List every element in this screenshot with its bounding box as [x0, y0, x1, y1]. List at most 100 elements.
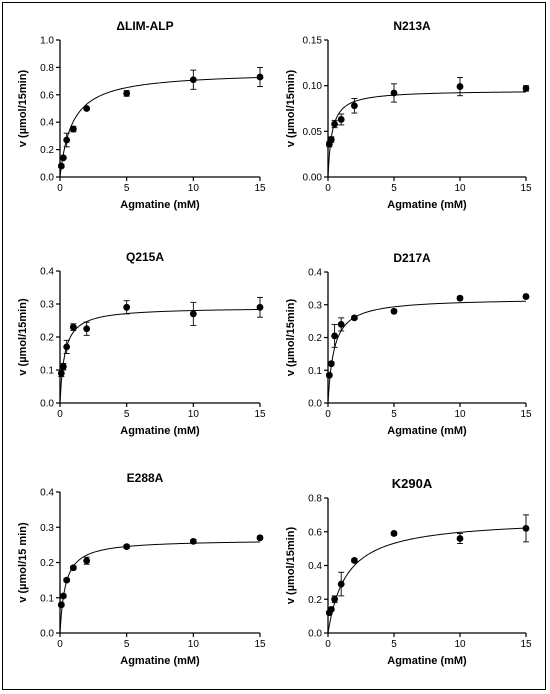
data-point	[123, 543, 131, 551]
data-point	[390, 89, 398, 97]
y-tick-label: 0.2	[40, 145, 54, 156]
fit-curve	[327, 91, 527, 178]
y-tick-label: 0.4	[40, 118, 54, 129]
data-point	[63, 343, 71, 351]
data-point	[69, 125, 77, 133]
y-tick-label: 0.00	[303, 173, 323, 184]
chart-panel-6: 0.0 0.2 0.4 0.6 0.8 0 5 10 15 K290A Agmatine (mM) v…	[285, 476, 532, 667]
x-axis-label: Agmatine (mM)	[387, 199, 467, 211]
x-axis-label: Agmatine (mM)	[387, 655, 467, 667]
x-tick-label: 0	[57, 183, 63, 194]
x-axis-label: Agmatine (mM)	[120, 655, 200, 667]
data-point	[351, 314, 358, 322]
x-tick-label: 15	[254, 183, 266, 194]
data-point	[390, 307, 398, 315]
y-tick-label: 0.4	[308, 268, 322, 279]
fit-curve	[327, 300, 527, 404]
x-axis-label: Agmatine (mM)	[120, 425, 200, 437]
data-point	[337, 580, 345, 588]
chart-title: N213A	[393, 19, 431, 33]
y-tick-label: 0.6	[40, 90, 54, 101]
x-tick-label: 0	[325, 639, 331, 650]
x-tick-label: 5	[124, 639, 130, 650]
x-tick-label: 10	[454, 409, 466, 420]
data-point	[331, 595, 338, 603]
chart-panel-3: 0.0 0.1 0.2 0.3 0.4 0 5 10 15 Q215A Agmatine (mM) v…	[17, 250, 266, 437]
data-point	[59, 154, 67, 162]
y-axis-label: v (µmol/15min)	[285, 70, 297, 148]
fit-curve	[59, 308, 261, 404]
data-point	[390, 530, 398, 537]
data-point	[189, 310, 197, 318]
data-point	[57, 601, 65, 609]
chart-title: K290A	[392, 476, 433, 491]
data-point	[83, 325, 91, 333]
data-point	[522, 85, 530, 92]
y-tick-label: 0.0	[308, 399, 322, 410]
chart-title: ΔLIM-ALP	[116, 19, 173, 33]
chart-title: Q215A	[126, 250, 164, 264]
data-point	[57, 162, 65, 170]
data-point	[83, 557, 91, 565]
x-tick-label: 10	[454, 183, 466, 194]
fit-curve	[59, 76, 261, 178]
y-tick-label: 1.0	[40, 36, 54, 47]
y-tick-label: 0.1	[308, 366, 322, 377]
x-tick-label: 5	[391, 409, 397, 420]
x-tick-label: 0	[325, 409, 331, 420]
data-point	[327, 136, 335, 143]
chart-panel-5: 0.0 0.1 0.2 0.3 0.4 0 5 10 15 E288A Agmatine (mM) v…	[17, 471, 266, 667]
x-tick-label: 0	[325, 183, 331, 194]
data-point	[337, 116, 345, 123]
y-axis-label: v (µmol/15min)	[285, 527, 297, 605]
x-tick-label: 15	[254, 409, 266, 420]
x-tick-label: 15	[520, 409, 532, 420]
data-point	[189, 537, 197, 545]
y-tick-label: 0.0	[40, 629, 54, 640]
data-point	[69, 323, 77, 331]
data-point	[522, 293, 530, 300]
y-tick-label: 0.0	[40, 173, 54, 184]
y-tick-label: 0.0	[40, 399, 54, 410]
data-point	[59, 363, 67, 371]
x-tick-label: 10	[188, 409, 200, 420]
x-tick-label: 15	[520, 639, 532, 650]
x-tick-label: 5	[124, 409, 130, 420]
y-tick-label: 0.2	[308, 333, 322, 344]
data-point	[456, 294, 464, 302]
data-point	[331, 332, 338, 340]
data-point	[63, 136, 71, 144]
data-point	[256, 534, 264, 542]
data-point	[63, 576, 71, 584]
y-tick-label: 0.3	[308, 300, 322, 311]
fit-curve	[327, 527, 527, 634]
data-point	[57, 369, 65, 377]
y-tick-label: 0.2	[40, 558, 54, 569]
y-axis-label: v (µmol/15min)	[285, 299, 297, 377]
y-tick-label: 0.2	[40, 333, 54, 344]
y-tick-label: 0.8	[308, 494, 322, 505]
x-tick-label: 10	[188, 183, 200, 194]
data-point	[123, 303, 131, 311]
y-axis-label: v (µmol/15min)	[17, 298, 29, 376]
x-tick-label: 0	[57, 409, 63, 420]
x-tick-label: 5	[391, 183, 397, 194]
chart-panel-1: 0.0 0.2 0.4 0.6 0.8 1.0 0 5 10 15 ΔLIM-ALP Agmatine…	[17, 19, 266, 211]
y-tick-label: 0.1	[40, 593, 54, 604]
data-point	[256, 303, 264, 311]
x-tick-label: 10	[454, 639, 466, 650]
chart-title: E288A	[127, 471, 164, 485]
y-tick-label: 0.4	[40, 267, 54, 278]
data-point	[123, 90, 131, 97]
data-point	[456, 535, 464, 542]
data-point	[351, 102, 358, 110]
y-tick-label: 0.3	[40, 300, 54, 311]
y-tick-label: 0.4	[40, 488, 54, 499]
fit-curve	[59, 541, 261, 634]
y-axis-label: v (µmol/15 min)	[17, 522, 29, 603]
x-tick-label: 5	[124, 183, 130, 194]
chart-panel-4: 0.0 0.1 0.2 0.3 0.4 0 5 10 15 D217A Agmatine (mM) v…	[285, 251, 532, 437]
data-point	[59, 592, 67, 600]
data-point	[331, 120, 338, 128]
